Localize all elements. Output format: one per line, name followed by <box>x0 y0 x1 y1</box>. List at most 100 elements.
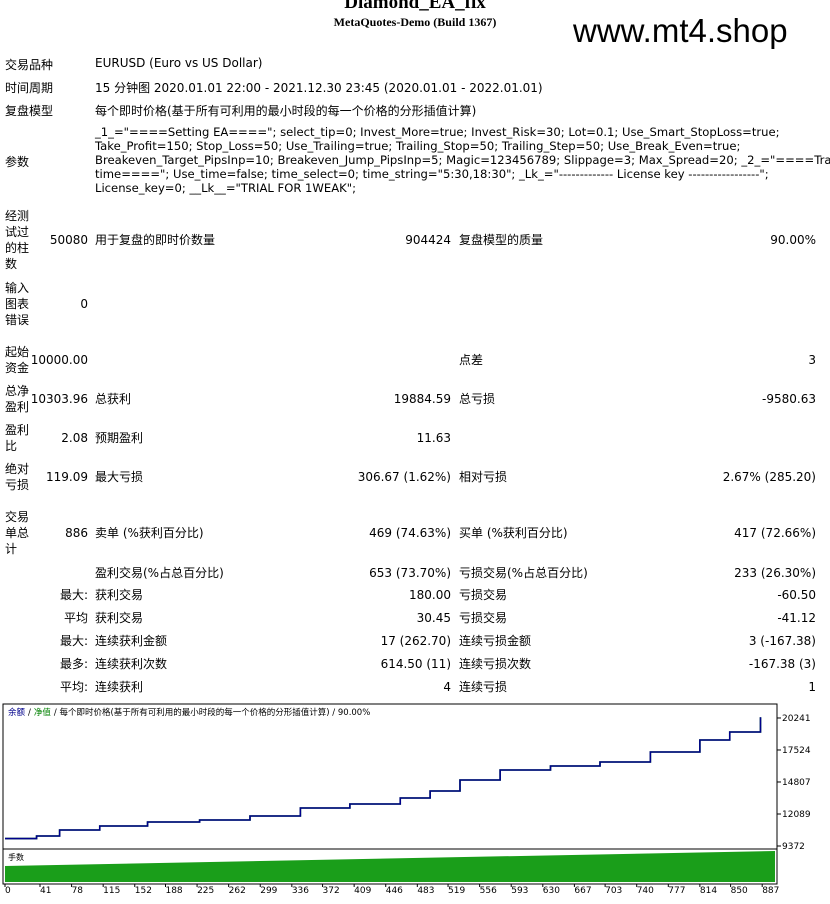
x-tick-label: 740 <box>637 886 654 896</box>
x-tick-label: 225 <box>197 886 214 896</box>
info-label: 复盘模型 <box>5 104 54 118</box>
parameter-line: Breakeven_Target_PipsInp=10; Breakeven_J… <box>95 153 830 167</box>
stat-value: 平均 <box>63 611 88 625</box>
stat-label: 总净盈利 <box>5 384 30 414</box>
x-tick-label: 593 <box>511 886 528 896</box>
x-tick-label: 372 <box>323 886 340 896</box>
info-value: 15 分钟图 2020.01.01 22:00 - 2021.12.30 23:… <box>95 81 543 95</box>
x-tick-label: 483 <box>417 886 434 896</box>
stat-value: 119.09 <box>46 470 88 484</box>
stat-value: 10000.00 <box>30 353 88 367</box>
parameter-line: Take_Profit=150; Stop_Loss=50; Use_Trail… <box>95 139 741 153</box>
stat-value: 653 (73.70%) <box>369 566 451 580</box>
x-tick-label: 299 <box>260 886 277 896</box>
stat-value: 最大: <box>59 588 88 602</box>
x-tick-label: 188 <box>165 886 182 896</box>
stat-label: 亏损交易 <box>459 588 508 602</box>
stat-value: 50080 <box>49 233 88 247</box>
stat-value: 19884.59 <box>393 392 451 406</box>
legend-entry: 余额 <box>8 707 26 718</box>
info-label: 交易品种 <box>5 58 54 72</box>
x-tick-label: 703 <box>605 886 622 896</box>
stat-label: 连续亏损金额 <box>459 634 532 648</box>
stat-value: 3 <box>808 353 816 367</box>
stat-label: 盈利比 <box>5 423 30 453</box>
x-tick-label: 115 <box>103 886 120 896</box>
stat-label: 获利交易 <box>95 588 144 602</box>
stat-value: -41.12 <box>777 611 816 625</box>
stat-value: 90.00% <box>770 233 816 247</box>
y-tick-label: 17524 <box>782 746 811 756</box>
y-tick-label: 20241 <box>782 714 811 724</box>
stat-value: 469 (74.63%) <box>369 526 451 540</box>
y-tick-label: 14807 <box>782 778 811 788</box>
x-tick-label: 887 <box>762 886 779 896</box>
stat-value: 平均: <box>59 680 88 694</box>
stat-label: 最大亏损 <box>95 470 144 484</box>
legend: 余额 / 净值 / 每个即时价格(基于所有可利用的最小时段的每一个价格的分形插值计算)… <box>8 707 370 718</box>
x-tick-label: 78 <box>72 886 84 896</box>
stat-label: 点差 <box>459 353 484 367</box>
stat-value: 904424 <box>405 233 451 247</box>
stat-label: 绝对亏损 <box>5 462 30 492</box>
info-label: 参数 <box>5 155 30 169</box>
x-tick-label: 556 <box>480 886 497 896</box>
stat-label: 亏损交易 <box>459 611 508 625</box>
info-value: EURUSD (Euro vs US Dollar) <box>95 56 263 70</box>
stat-value: -167.38 (3) <box>748 657 816 671</box>
report-subtitle: MetaQuotes-Demo (Build 1367) <box>333 15 497 29</box>
stat-value: 233 (26.30%) <box>734 566 816 580</box>
x-tick-label: 519 <box>448 886 465 896</box>
x-tick-label: 336 <box>292 886 309 896</box>
lots-label: 手数 <box>8 852 24 862</box>
stat-value: 2.08 <box>61 431 88 445</box>
stat-label: 起始资金 <box>5 345 30 375</box>
stat-value: 10303.96 <box>30 392 88 406</box>
x-tick-label: 152 <box>135 886 152 896</box>
x-tick-label: 814 <box>700 886 717 896</box>
stat-value: 1 <box>808 680 816 694</box>
lots-area <box>5 851 775 882</box>
x-tick-label: 850 <box>731 886 748 896</box>
stat-label: 输入图表错误 <box>5 281 30 327</box>
stat-value: 4 <box>443 680 451 694</box>
stat-value: 417 (72.66%) <box>734 526 816 540</box>
stat-value: 30.45 <box>416 611 451 625</box>
stat-label: 连续获利次数 <box>95 657 168 671</box>
stat-value: -60.50 <box>777 588 816 602</box>
stat-value: 17 (262.70) <box>380 634 451 648</box>
parameters: _1_="====Setting EA===="; select_tip=0; … <box>95 125 830 195</box>
stat-value: -9580.63 <box>762 392 816 406</box>
stat-label: 连续亏损 <box>459 680 508 694</box>
y-tick-label: 9372 <box>782 842 805 852</box>
stat-label: 卖单 (%获利百分比) <box>95 526 204 540</box>
stat-value: 11.63 <box>416 431 451 445</box>
stat-value: 2.67% (285.20) <box>722 470 816 484</box>
stat-label: 连续获利 <box>95 680 144 694</box>
stat-value: 886 <box>65 526 88 540</box>
stat-value: 306.67 (1.62%) <box>357 470 451 484</box>
stat-label: 获利交易 <box>95 611 144 625</box>
stat-label: 预期盈利 <box>95 431 144 445</box>
x-tick-label: 0 <box>5 886 11 896</box>
stat-value: 3 (-167.38) <box>748 634 816 648</box>
x-tick-label: 41 <box>40 886 51 896</box>
series-line <box>5 717 762 840</box>
stat-value: 最大: <box>59 634 88 648</box>
stat-label: 总获利 <box>95 392 132 406</box>
parameter-line: _1_="====Setting EA===="; select_tip=0; … <box>95 125 780 139</box>
stat-value: 0 <box>80 297 88 311</box>
stat-label: 亏损交易(%占总百分比) <box>459 566 588 580</box>
info-label: 时间周期 <box>5 81 54 95</box>
legend-entry: 净值 <box>34 707 52 718</box>
stat-value: 614.50 (11) <box>380 657 451 671</box>
report-title: Diamond_EA_fix <box>344 0 486 13</box>
parameter-line: License_key=0; __Lk__="TRIAL FOR 1WEAK"; <box>95 181 356 195</box>
x-tick-label: 630 <box>543 886 560 896</box>
stat-label: 用于复盘的即时价数量 <box>95 233 216 247</box>
legend-note: / 每个即时价格(基于所有可利用的最小时段的每一个价格的分形插值计算) / 90… <box>54 707 370 718</box>
y-tick-label: 12089 <box>782 810 811 820</box>
x-tick-label: 777 <box>668 886 685 896</box>
